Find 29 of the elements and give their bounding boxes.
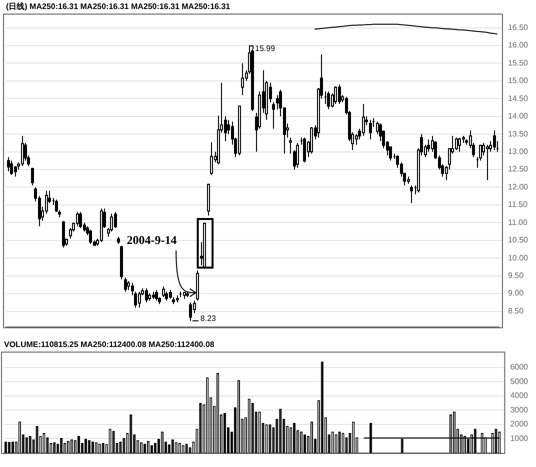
y-tick-label: 9.50 — [508, 271, 524, 280]
y-tick-label: 12.50 — [508, 164, 529, 174]
y-tick-label: 2000 — [510, 420, 529, 429]
y-tick-label: 1000 — [510, 434, 529, 443]
y-tick-label: 6000 — [510, 362, 529, 372]
y-tick-label: 8.50 — [508, 306, 524, 316]
candlestick — [324, 91, 327, 104]
annotation: 15.99 — [255, 44, 276, 54]
y-tick-label: 12.00 — [508, 182, 529, 192]
y-tick-label: 14.50 — [508, 94, 529, 103]
y-tick-label: 10.50 — [508, 236, 529, 245]
y-tick-label: 15.50 — [508, 58, 529, 68]
y-tick-label: 14.00 — [508, 112, 529, 121]
y-tick-label: 3000 — [510, 405, 529, 414]
y-tick-label: 9.00 — [508, 288, 524, 298]
y-tick-label: 13.50 — [508, 129, 529, 138]
annotation: 2004-9-14 — [126, 233, 177, 248]
annotation: 8.23 — [200, 314, 217, 324]
y-tick-label: 15.00 — [508, 76, 529, 86]
y-tick-label: 10.00 — [508, 253, 529, 262]
chart-title: (日线) MA250:16.31 MA250:16.31 MA250:16.31 MA250:16.31 — [6, 2, 231, 12]
y-tick-label: 13.00 — [508, 147, 529, 156]
y-tick-label: 4000 — [510, 391, 529, 400]
chart-title: VOLUME:110815.25 MA250:112400.08 MA250:112400.08 — [4, 340, 215, 350]
y-tick-label: 16.50 — [508, 22, 529, 32]
y-tick-label: 5000 — [510, 376, 529, 386]
y-tick-label: 11.00 — [508, 218, 528, 227]
y-tick-label: 16.00 — [508, 40, 529, 50]
y-tick-label: 11.50 — [508, 200, 528, 210]
